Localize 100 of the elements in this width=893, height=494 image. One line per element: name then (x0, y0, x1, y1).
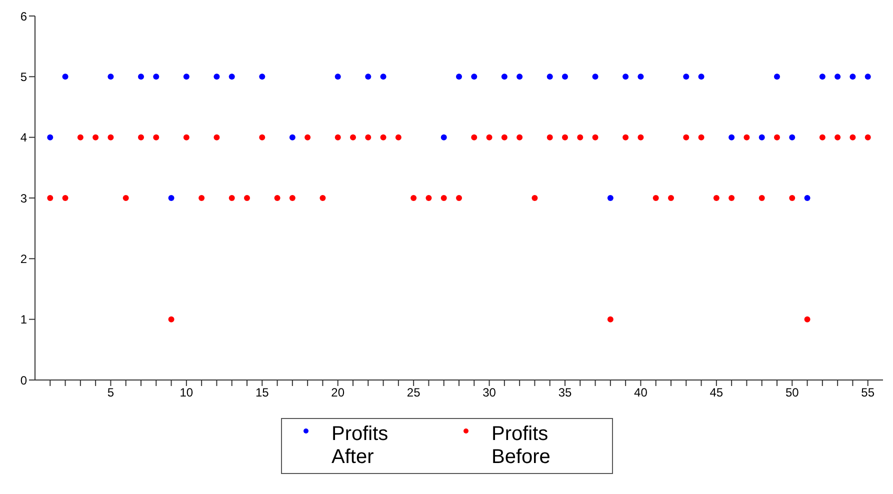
point (728, 195, 735, 201)
point (864, 74, 871, 80)
point (380, 74, 386, 80)
point (698, 134, 704, 140)
point (183, 74, 190, 80)
point (259, 134, 266, 140)
x-tick-label: 20 (331, 386, 345, 400)
point (456, 195, 462, 201)
point (471, 134, 478, 140)
point (456, 74, 462, 80)
point (834, 74, 841, 80)
point (744, 134, 750, 140)
point (410, 195, 417, 201)
point (532, 195, 538, 201)
point (183, 134, 190, 140)
y-tick-label: 0 (20, 373, 28, 388)
point (153, 74, 160, 80)
point (77, 134, 84, 140)
point (607, 316, 614, 322)
legend-label: Profits After (332, 423, 390, 469)
point (713, 195, 720, 201)
point (62, 74, 68, 80)
y-tick-label: 4 (20, 130, 28, 145)
y-tick-label: 3 (20, 191, 28, 206)
point (138, 134, 144, 140)
point (198, 195, 205, 201)
point (47, 195, 54, 201)
point (758, 134, 765, 140)
point (850, 74, 856, 80)
point (804, 195, 810, 201)
y-tick-label: 2 (20, 252, 28, 266)
point (546, 74, 553, 80)
point (471, 74, 478, 80)
point (259, 74, 266, 80)
point (62, 195, 68, 201)
point (440, 134, 447, 140)
point (228, 195, 235, 201)
point (426, 195, 432, 201)
point (789, 134, 796, 140)
x-tick-label: 40 (634, 386, 648, 400)
point (501, 134, 508, 140)
point (214, 134, 220, 140)
point (592, 74, 598, 80)
x-tick-label: 45 (710, 386, 724, 400)
point (850, 134, 856, 140)
point (774, 74, 780, 80)
point (516, 134, 523, 140)
point (122, 195, 129, 201)
point (228, 74, 235, 80)
point (562, 74, 568, 80)
point (592, 134, 598, 140)
point (622, 74, 629, 80)
point (334, 74, 341, 80)
point (819, 74, 826, 80)
point (516, 74, 523, 80)
point (365, 134, 372, 140)
point (244, 195, 250, 201)
point (365, 74, 372, 80)
point (562, 134, 568, 140)
point (789, 195, 796, 201)
point (334, 134, 341, 140)
point (728, 134, 735, 140)
point (607, 195, 614, 201)
point (652, 195, 659, 201)
point (546, 134, 553, 140)
point (804, 316, 810, 322)
x-tick-label: 55 (861, 386, 875, 400)
point (638, 74, 644, 80)
point (698, 74, 704, 80)
point (92, 134, 99, 140)
x-tick-label: 5 (107, 386, 114, 400)
x-tick-label: 30 (482, 386, 496, 400)
point (47, 134, 54, 140)
point (683, 134, 690, 140)
point (668, 195, 674, 201)
point (440, 195, 447, 201)
point (774, 134, 780, 140)
point (138, 74, 144, 80)
point (638, 134, 644, 140)
point (108, 134, 114, 140)
x-tick-label: 15 (255, 386, 270, 400)
x-tick-label: 10 (180, 386, 194, 400)
y-tick-label: 1 (20, 312, 28, 327)
x-tick-label: 35 (558, 386, 572, 400)
point (380, 134, 386, 140)
legend-label: Profits Before (492, 423, 552, 469)
point (168, 316, 174, 322)
point (320, 195, 326, 201)
point (864, 134, 871, 140)
point (274, 195, 280, 201)
y-tick-label: 5 (20, 70, 28, 84)
point (622, 134, 629, 140)
point (289, 195, 296, 201)
point (289, 134, 296, 140)
point (350, 134, 356, 140)
point (834, 134, 841, 140)
point (395, 134, 402, 140)
y-tick-label: 6 (20, 9, 28, 24)
point (683, 74, 690, 80)
point (304, 134, 311, 140)
